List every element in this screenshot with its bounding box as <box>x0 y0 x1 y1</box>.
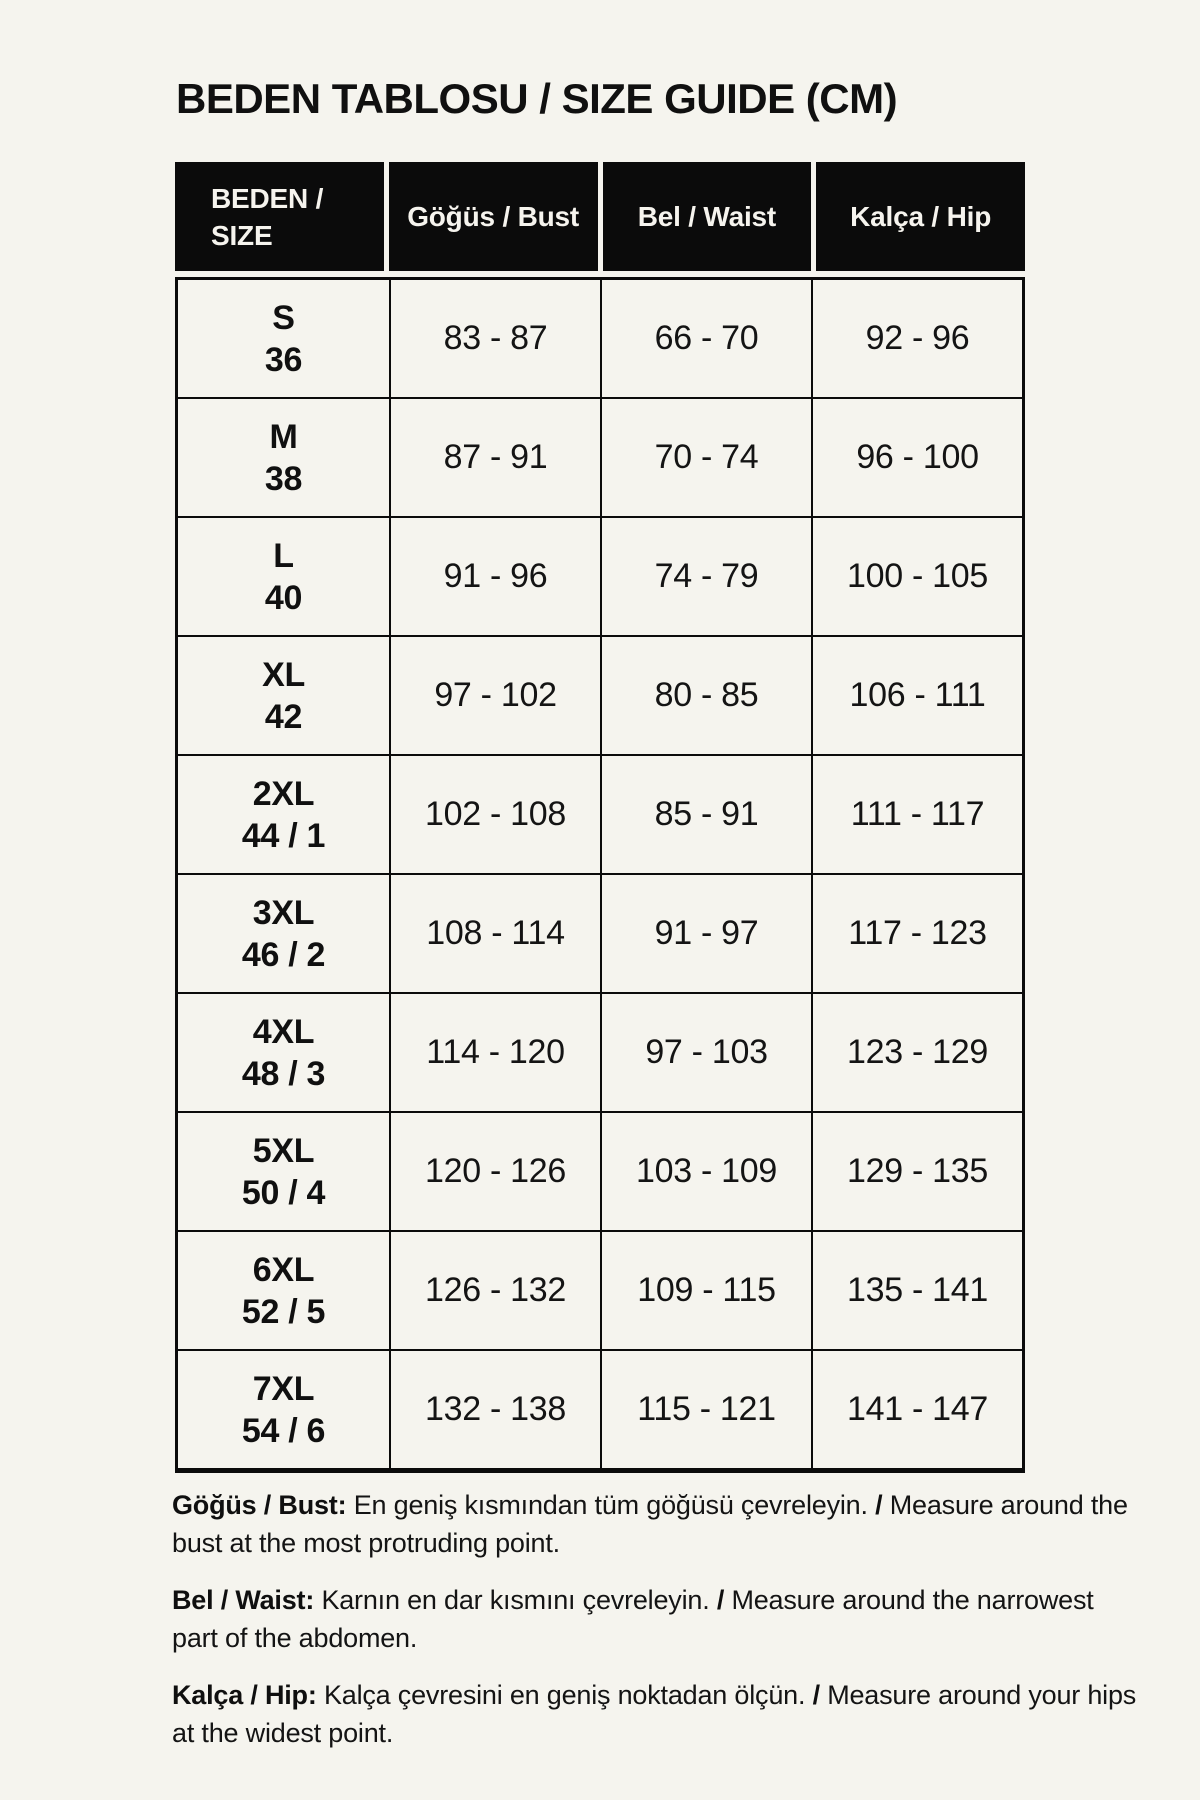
size-number: 54 / 6 <box>241 1411 326 1450</box>
size-label: 2XL <box>252 774 315 813</box>
size-cell: M 38 <box>178 399 389 516</box>
table-row-4xl: 4XL 48 / 3 114 - 120 97 - 103 123 - 129 <box>178 994 1022 1113</box>
note-hip-label: Kalça / Hip: <box>172 1680 317 1710</box>
note-hip-english: Measure around your hips at the widest p… <box>172 1680 1137 1748</box>
hip-value: 100 - 105 <box>811 518 1022 635</box>
size-number: 52 / 5 <box>241 1292 326 1331</box>
bust-value: 126 - 132 <box>389 1232 600 1349</box>
note-hip-separator: / <box>812 1680 821 1710</box>
size-table-body: S 36 83 - 87 66 - 70 92 - 96 M 38 87 - 9… <box>175 277 1025 1473</box>
bust-value: 132 - 138 <box>389 1351 600 1468</box>
waist-value: 66 - 70 <box>600 280 811 397</box>
size-number: 50 / 4 <box>241 1173 326 1212</box>
note-waist-label: Bel / Waist: <box>172 1585 315 1615</box>
size-label: 5XL <box>252 1131 315 1170</box>
measurement-notes: Göğüs / Bust: En geniş kısmından tüm göğ… <box>172 1486 1137 1771</box>
size-label: S <box>272 298 295 337</box>
hip-value: 92 - 96 <box>811 280 1022 397</box>
bust-value: 87 - 91 <box>389 399 600 516</box>
bust-value: 91 - 96 <box>389 518 600 635</box>
hip-value: 141 - 147 <box>811 1351 1022 1468</box>
size-number: 40 <box>264 578 303 617</box>
header-size-line2: SIZE <box>211 219 273 251</box>
note-bust-english: Measure around the bust at the most prot… <box>172 1490 1128 1558</box>
size-label: L <box>273 536 294 575</box>
table-row-6xl: 6XL 52 / 5 126 - 132 109 - 115 135 - 141 <box>178 1232 1022 1351</box>
size-cell: S 36 <box>178 280 389 397</box>
table-row-2xl: 2XL 44 / 1 102 - 108 85 - 91 111 - 117 <box>178 756 1022 875</box>
size-number: 36 <box>264 340 303 379</box>
size-cell: XL 42 <box>178 637 389 754</box>
table-row-7xl: 7XL 54 / 6 132 - 138 115 - 121 141 - 147 <box>178 1351 1022 1468</box>
note-waist-english: Measure around the narrowest part of the… <box>172 1585 1094 1653</box>
bust-value: 108 - 114 <box>389 875 600 992</box>
note-hip-turkish: Kalça çevresini en geniş noktadan ölçün. <box>323 1680 806 1710</box>
size-label: 4XL <box>252 1012 315 1051</box>
hip-value: 117 - 123 <box>811 875 1022 992</box>
note-waist-turkish: Karnın en dar kısmını çevreleyin. <box>321 1585 710 1615</box>
table-row-xl: XL 42 97 - 102 80 - 85 106 - 111 <box>178 637 1022 756</box>
size-cell: 2XL 44 / 1 <box>178 756 389 873</box>
size-cell: L 40 <box>178 518 389 635</box>
size-cell: 5XL 50 / 4 <box>178 1113 389 1230</box>
table-row-m: M 38 87 - 91 70 - 74 96 - 100 <box>178 399 1022 518</box>
note-waist-separator: / <box>716 1585 725 1615</box>
hip-value: 135 - 141 <box>811 1232 1022 1349</box>
waist-value: 80 - 85 <box>600 637 811 754</box>
note-hip: Kalça / Hip: Kalça çevresini en geniş no… <box>172 1676 1137 1752</box>
size-label: 3XL <box>252 893 315 932</box>
waist-value: 109 - 115 <box>600 1232 811 1349</box>
waist-value: 74 - 79 <box>600 518 811 635</box>
hip-value: 96 - 100 <box>811 399 1022 516</box>
size-cell: 4XL 48 / 3 <box>178 994 389 1111</box>
bust-value: 120 - 126 <box>389 1113 600 1230</box>
table-row-l: L 40 91 - 96 74 - 79 100 - 105 <box>178 518 1022 637</box>
header-cell-waist: Bel / Waist <box>602 162 812 271</box>
size-guide-table: BEDEN / SIZE Göğüs / Bust Bel / Waist Ka… <box>175 162 1025 1473</box>
header-cell-size: BEDEN / SIZE <box>175 162 384 271</box>
waist-value: 91 - 97 <box>600 875 811 992</box>
waist-value: 115 - 121 <box>600 1351 811 1468</box>
hip-value: 106 - 111 <box>811 637 1022 754</box>
size-cell: 7XL 54 / 6 <box>178 1351 389 1468</box>
table-row-3xl: 3XL 46 / 2 108 - 114 91 - 97 117 - 123 <box>178 875 1022 994</box>
header-cell-hip: Kalça / Hip <box>816 162 1025 271</box>
size-number: 38 <box>264 459 303 498</box>
note-bust-turkish: En geniş kısmından tüm göğüsü çevreleyin… <box>353 1490 868 1520</box>
note-bust-separator: / <box>875 1490 883 1520</box>
note-bust-label: Göğüs / Bust: <box>172 1490 347 1520</box>
size-number: 48 / 3 <box>241 1054 326 1093</box>
hip-value: 129 - 135 <box>811 1113 1022 1230</box>
size-cell: 6XL 52 / 5 <box>178 1232 389 1349</box>
hip-value: 123 - 129 <box>811 994 1022 1111</box>
bust-value: 114 - 120 <box>389 994 600 1111</box>
table-row-5xl: 5XL 50 / 4 120 - 126 103 - 109 129 - 135 <box>178 1113 1022 1232</box>
size-number: 44 / 1 <box>241 816 326 855</box>
size-label: 6XL <box>252 1250 315 1289</box>
size-number: 42 <box>264 697 303 736</box>
size-label: 7XL <box>252 1369 315 1408</box>
waist-value: 85 - 91 <box>600 756 811 873</box>
table-row-s: S 36 83 - 87 66 - 70 92 - 96 <box>178 280 1022 399</box>
bust-value: 97 - 102 <box>389 637 600 754</box>
bust-value: 102 - 108 <box>389 756 600 873</box>
note-waist: Bel / Waist: Karnın en dar kısmını çevre… <box>172 1581 1137 1657</box>
header-size-line1: BEDEN / <box>211 182 324 214</box>
waist-value: 97 - 103 <box>600 994 811 1111</box>
size-label: M <box>269 417 298 456</box>
waist-value: 103 - 109 <box>600 1113 811 1230</box>
size-number: 46 / 2 <box>241 935 326 974</box>
size-label: XL <box>262 655 305 694</box>
page-title: BEDEN TABLOSU / SIZE GUIDE (CM) <box>176 75 898 122</box>
size-table-header-row: BEDEN / SIZE Göğüs / Bust Bel / Waist Ka… <box>175 162 1025 271</box>
waist-value: 70 - 74 <box>600 399 811 516</box>
size-cell: 3XL 46 / 2 <box>178 875 389 992</box>
header-cell-bust: Göğüs / Bust <box>388 162 598 271</box>
note-bust: Göğüs / Bust: En geniş kısmından tüm göğ… <box>172 1486 1137 1562</box>
hip-value: 111 - 117 <box>811 756 1022 873</box>
bust-value: 83 - 87 <box>389 280 600 397</box>
